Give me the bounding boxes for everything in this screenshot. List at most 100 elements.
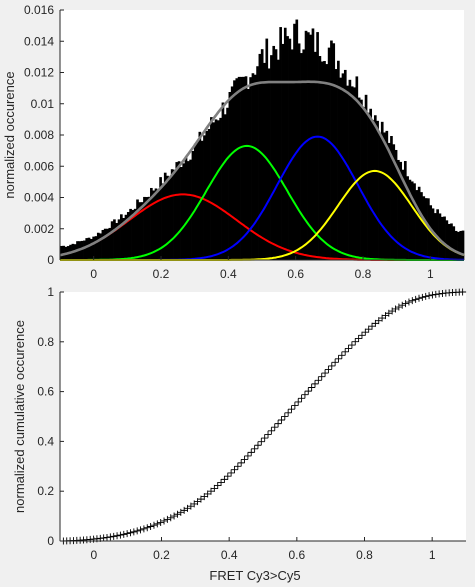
- histogram-bar: [196, 141, 199, 260]
- cumulative-point: [106, 533, 114, 541]
- cumulative-point: [103, 533, 111, 541]
- cumulative-axes: 0 0.2 0.4 0.6 0.8 1 0 0.2 0.4 0.6 0.8 1 FRET Cy3>Cy5…: [12, 285, 467, 583]
- histogram-bar: [253, 74, 257, 260]
- histogram-bar: [408, 179, 412, 260]
- cumulative-point: [301, 391, 309, 399]
- histogram-bar: [450, 223, 453, 260]
- histogram-bar: [207, 128, 211, 260]
- x-tick-label: 0.6: [287, 267, 304, 281]
- histogram-bar: [136, 199, 139, 260]
- histogram-bar: [200, 140, 204, 260]
- histogram-bar: [295, 19, 299, 260]
- cumulative-point: [314, 376, 322, 384]
- histogram-bar: [297, 43, 301, 260]
- cumulative-point: [459, 288, 467, 296]
- cumulative-point: [415, 294, 423, 302]
- histogram-bar: [122, 218, 125, 260]
- cumulative-point: [123, 530, 131, 538]
- y-tick-label: 0.016: [24, 3, 54, 17]
- histogram-bar: [147, 196, 151, 260]
- cumulative-point: [294, 398, 302, 406]
- cumulative-point: [304, 387, 312, 395]
- x-tick-label: 0.2: [153, 548, 170, 562]
- histogram-bar: [436, 209, 439, 260]
- histogram-bar: [369, 108, 373, 261]
- cumulative-point: [368, 322, 376, 330]
- cumulative-point: [220, 475, 228, 483]
- cumulative-point: [318, 373, 326, 381]
- histogram-bar: [316, 32, 319, 260]
- histogram-bar: [410, 181, 414, 260]
- cumulative-point: [324, 365, 332, 373]
- histogram-bar: [99, 233, 102, 260]
- y-tick-label: 0.002: [24, 222, 54, 236]
- histogram-bar: [415, 190, 419, 260]
- y-tick-label: 0.2: [37, 484, 54, 498]
- histogram-bar: [90, 238, 93, 260]
- histogram-bar: [272, 45, 276, 260]
- histogram-bar: [120, 214, 123, 260]
- histogram-bar: [126, 212, 130, 260]
- histogram-bar: [154, 188, 158, 260]
- cumulative-point: [405, 298, 413, 306]
- histogram-bar: [235, 78, 239, 260]
- histogram-bar: [339, 77, 342, 260]
- histogram-bar: [205, 130, 209, 260]
- cumulative-point: [113, 532, 121, 540]
- histogram-bar: [92, 236, 95, 260]
- histogram-bar: [96, 232, 100, 260]
- histogram-bar: [150, 187, 153, 260]
- histogram-bar: [129, 208, 132, 260]
- histogram-bar: [277, 59, 280, 261]
- cumulative-point: [311, 380, 319, 388]
- histogram-bar: [237, 76, 241, 260]
- histogram-bar: [445, 220, 449, 260]
- cumulative-point: [355, 334, 363, 342]
- cumulative-point: [244, 452, 252, 460]
- cumulative-point: [126, 529, 134, 537]
- cumulative-point: [217, 478, 225, 486]
- histogram-bar: [394, 149, 398, 260]
- cumulative-points: [59, 288, 467, 545]
- y-tick-label: 0.012: [24, 66, 54, 80]
- histogram-bar: [152, 190, 155, 260]
- histogram-bar: [353, 87, 356, 260]
- histogram-bar: [265, 38, 269, 261]
- histogram-bar: [378, 133, 382, 260]
- cumulative-point: [408, 297, 416, 305]
- histogram-bar: [311, 28, 315, 261]
- y-tick-label: 0.006: [24, 159, 54, 173]
- histogram-bar: [203, 135, 206, 260]
- histogram-bar: [140, 202, 144, 260]
- histogram-bar: [244, 76, 248, 260]
- histogram-bar: [367, 112, 370, 260]
- histogram-bar: [115, 223, 119, 260]
- cumulative-point: [298, 394, 306, 402]
- histogram-bar: [189, 159, 192, 260]
- histogram-bar: [124, 214, 128, 260]
- cumulative-point: [147, 522, 155, 530]
- cumulative-point: [428, 291, 436, 299]
- histogram-bar: [457, 231, 460, 260]
- y-tick-label: 1: [47, 285, 54, 299]
- cumulative-point: [328, 362, 336, 370]
- histogram-bar: [422, 196, 426, 260]
- cumulative-point: [140, 525, 148, 533]
- histogram-bar: [240, 76, 243, 261]
- fit-sum-line: [59, 80, 465, 257]
- histogram-bar: [168, 176, 172, 260]
- cumulative-point: [251, 445, 259, 453]
- cumulative-point: [207, 487, 215, 495]
- histogram-bar: [246, 88, 250, 260]
- histogram-bar: [323, 61, 326, 261]
- histogram-bar: [133, 208, 137, 260]
- histogram-bar: [221, 102, 225, 260]
- cumulative-point: [247, 448, 255, 456]
- histogram-bar: [166, 175, 169, 260]
- histogram-bar: [80, 240, 84, 260]
- histogram-bar: [401, 169, 405, 260]
- cumulative-point: [422, 292, 430, 300]
- plot-area: [60, 292, 466, 541]
- cumulative-point: [234, 462, 242, 470]
- cumulative-point: [308, 384, 316, 392]
